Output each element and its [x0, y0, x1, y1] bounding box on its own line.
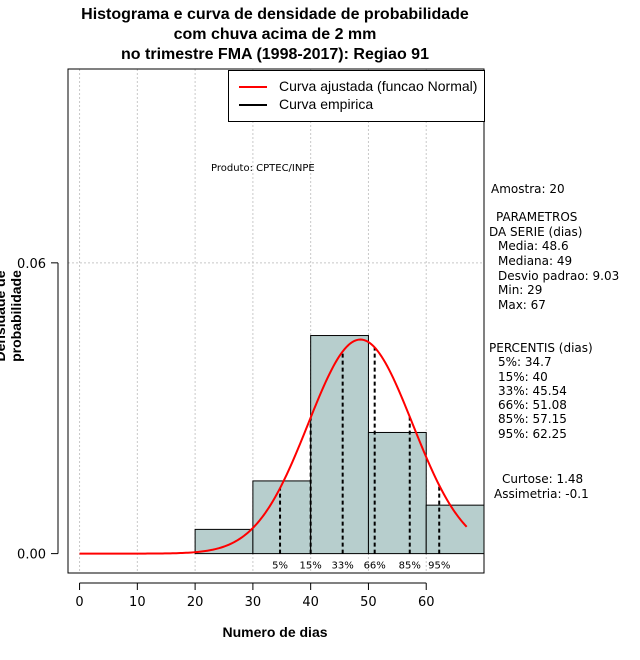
- normal-curve: [79, 338, 468, 555]
- x-tick-label-1: 10: [129, 595, 146, 610]
- stat-max: Max: 67: [498, 298, 546, 312]
- grid-lines: [68, 68, 484, 573]
- x-tick-label-5: 50: [360, 595, 377, 610]
- percentile-label-0: 5%: [272, 561, 288, 572]
- percentile-labels: 5% 15% 33% 66% 85% 95%: [272, 561, 450, 572]
- percentile-label-1: 15%: [300, 561, 322, 572]
- stat-p85: 85%: 57.15: [498, 412, 567, 426]
- stat-percentis-title: PERCENTIS (dias): [489, 341, 593, 355]
- x-tick-label-3: 30: [245, 595, 262, 610]
- histogram-bar-2: [310, 335, 369, 555]
- produto-label: Produto: CPTEC/INPE: [211, 163, 315, 174]
- legend-normal-label: Curva ajustada (funcao Normal): [279, 78, 478, 94]
- chart-title-line3: no trimestre FMA (1998-2017): Regiao 91: [121, 46, 429, 63]
- x-tick-label-6: 60: [418, 595, 435, 610]
- chart-title-line2: com chuva acima de 2 mm: [173, 26, 377, 43]
- percentile-label-5: 95%: [428, 561, 450, 572]
- y-axis: 0.00 0.06: [17, 257, 59, 563]
- percentile-label-4: 85%: [399, 561, 421, 572]
- histogram-bar-0: [194, 528, 254, 555]
- stat-p5: 5%: 34.7: [498, 355, 552, 369]
- histogram-bar-3: [367, 431, 427, 555]
- stat-parametros-title: PARAMETROS: [496, 210, 578, 224]
- stat-p66: 66%: 51.08: [498, 398, 567, 412]
- percentile-label-3: 66%: [364, 561, 386, 572]
- histogram-bars: [194, 335, 485, 555]
- stat-desvio: Desvio padrao: 9.03: [498, 269, 620, 283]
- stat-p95: 95%: 62.25: [498, 427, 567, 441]
- x-axis: 0 10 20 30 40 50 60: [75, 582, 435, 610]
- x-axis-label: Numero de dias: [222, 624, 328, 640]
- percentile-lines: [279, 347, 441, 554]
- plot-frame: [67, 68, 485, 574]
- normal-curve-group: [79, 338, 468, 555]
- stat-mediana: Mediana: 49: [498, 254, 573, 268]
- legend-empirica-label: Curva empirica: [279, 96, 374, 112]
- x-tick-label-2: 20: [187, 595, 204, 610]
- stat-p15: 15%: 40: [498, 370, 548, 384]
- stat-amostra: Amostra: 20: [491, 182, 565, 196]
- y-tick-label-0: 0.00: [17, 548, 46, 563]
- x-tick-label-0: 0: [75, 595, 83, 610]
- stat-curtose: Curtose: 1.48: [502, 472, 584, 486]
- y-axis-label: Densidade de probabilidade: [0, 270, 24, 362]
- stat-parametros-subtitle: DA SERIE (dias): [489, 225, 583, 239]
- x-tick-label-4: 40: [302, 595, 319, 610]
- percentile-label-2: 33%: [332, 561, 354, 572]
- stat-min: Min: 29: [498, 283, 543, 297]
- legend-empirica-swatch: [239, 104, 267, 106]
- chart-title-line1: Histograma e curva de densidade de proba…: [81, 6, 469, 23]
- y-tick-label-1: 0.06: [17, 257, 46, 272]
- stat-media: Media: 48.6: [498, 239, 569, 253]
- legend-normal-swatch: [239, 86, 267, 88]
- stat-p33: 33%: 45.54: [498, 384, 567, 398]
- legend: Curva ajustada (funcao Normal) Curva emp…: [228, 70, 485, 122]
- stat-assimetria: Assimetria: -0.1: [494, 487, 589, 501]
